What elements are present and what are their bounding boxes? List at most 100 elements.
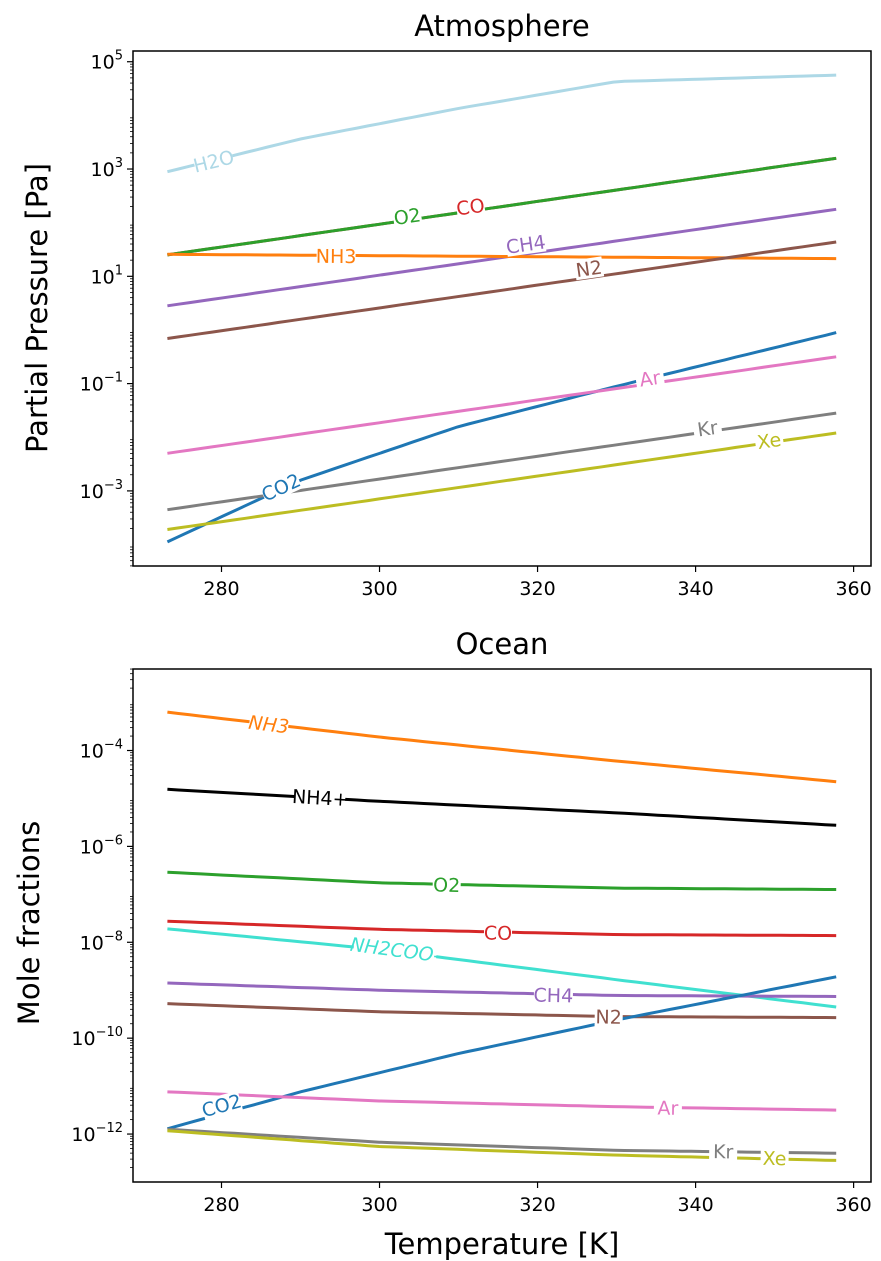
atmosphere-axes-frame [132,50,872,567]
x-tick-label: 340 [677,1194,713,1216]
series-label-ar: Ar [657,1098,678,1120]
series-label-backing [709,1141,738,1162]
series-label-group-xe: Xe [753,428,785,454]
y-tick-label: 10−3 [80,478,123,503]
series-label-backing [432,874,461,896]
series-label-n2: N2 [595,1006,622,1028]
series-label-ch4: CH4 [505,231,547,258]
series-label-group-n2: N2 [594,1006,623,1029]
x-tick-label: 280 [203,578,239,600]
series-line-ch4 [167,981,837,998]
series-label-o2: O2 [392,204,422,230]
series-label-backing [294,786,346,809]
series-label-group-kr: Kr [709,1141,738,1163]
series-label-nh3: NH3 [247,712,290,739]
series-label-group-nh2coo-: NH2COO- [349,934,442,967]
series-label-co2: CO2 [199,1090,244,1122]
atmosphere-title: Atmosphere [414,9,590,43]
series-label-group-h2o: H2O [191,146,236,177]
series-label-backing [653,1097,683,1118]
x-tick-label: 360 [835,578,871,600]
series-label-co2: CO2 [258,470,304,507]
y-tick-label: 10−8 [80,929,123,954]
series-label-backing [316,245,356,267]
y-tick-label: 10−12 [71,1121,123,1146]
series-label-backing [483,922,513,944]
series-label-group-co2: CO2 [199,1090,244,1122]
series-label-backing [533,984,574,1006]
ocean-x-axis-label: Temperature [K] [384,1227,620,1261]
series-label-backing [455,194,486,219]
series-line-n2 [167,240,837,340]
series-label-group-nh3: NH3 [247,712,290,739]
series-label-backing [258,469,303,505]
x-tick-label: 340 [677,578,713,600]
series-label-co: CO [455,195,486,221]
x-tick-label: 320 [519,578,555,600]
series-label-group-nh4-: NH4+ [291,786,349,811]
series-label-group-ch4: CH4 [505,231,547,258]
series-line-n2 [167,1002,837,1020]
series-label-backing [573,256,605,281]
series-label-o2: O2 [433,874,461,897]
series-label-nh2coo-: NH2COO- [349,934,442,967]
series-label-backing [352,934,438,965]
atmosphere-panel: Atmosphere Partial Pressure [Pa] H2O CO O2… [20,9,872,600]
series-label-backing [504,231,547,257]
y-tick-label: 10−6 [80,833,123,858]
y-tick-label: 105 [91,49,123,74]
series-line-ar [167,1090,837,1112]
series-line-co2 [166,331,837,544]
series-label-group-o2: O2 [432,874,461,897]
x-tick-label: 300 [361,578,397,600]
series-label-n2: N2 [574,257,603,283]
series-label-backing [200,1090,243,1121]
series-label-ar: Ar [638,367,662,392]
series-label-xe: Xe [756,429,783,454]
series-label-group-ch4: CH4 [533,985,573,1008]
series-label-backing [634,366,666,391]
series-label-backing [391,204,423,229]
series-label-backing [760,1147,789,1169]
series-label-group-co: CO [455,195,486,221]
series-label-backing [692,416,723,440]
series-label-group-o2: O2 [391,204,423,230]
atmosphere-plot-area: H2O CO O2 CH4 NH3 N2 CO2 Ar Kr Xe 280 300 320 340 360 1… [80,49,872,600]
series-label-group-kr: Kr [692,416,723,442]
series-line-xe [167,431,837,531]
x-tick-label: 300 [361,1194,397,1216]
series-label-nh3: NH3 [316,246,357,268]
series-line-co2 [166,975,837,1131]
atmosphere-y-axis-label: Partial Pressure [Pa] [20,163,54,453]
series-label-kr: Kr [713,1141,734,1163]
series-label-group-n2: N2 [573,256,605,283]
series-label-group-ar: Ar [653,1097,683,1120]
series-label-backing [753,428,785,453]
series-label-group-nh3: NH3 [316,246,357,268]
series-line-nh2coo- [167,927,837,1009]
series-label-kr: Kr [696,417,719,442]
x-tick-label: 320 [519,1194,555,1216]
series-label-backing [248,711,290,737]
y-tick-label: 10−4 [80,738,123,763]
ocean-axes-frame [132,668,872,1183]
x-tick-label: 360 [835,1194,871,1216]
series-line-ar [167,355,837,455]
series-label-h2o: H2O [191,146,236,177]
series-label-group-co: CO [484,922,513,945]
series-label-nh4-: NH4+ [291,786,349,811]
ocean-title: Ocean [456,627,549,661]
y-tick-label: 10−10 [71,1025,123,1050]
series-line-o2 [167,870,837,891]
series-label-backing [192,146,235,176]
y-tick-label: 103 [91,156,123,181]
y-tick-label: 10−1 [80,371,123,396]
y-tick-label: 101 [91,263,123,288]
series-label-backing [594,1006,623,1027]
series-label-ch4: CH4 [533,985,573,1008]
ocean-panel: Ocean Mole fractions Temperature [K] NH3… [12,627,872,1261]
series-label-group-ar: Ar [634,366,666,392]
series-line-h2o [167,73,837,174]
series-label-group-xe: Xe [760,1147,789,1170]
